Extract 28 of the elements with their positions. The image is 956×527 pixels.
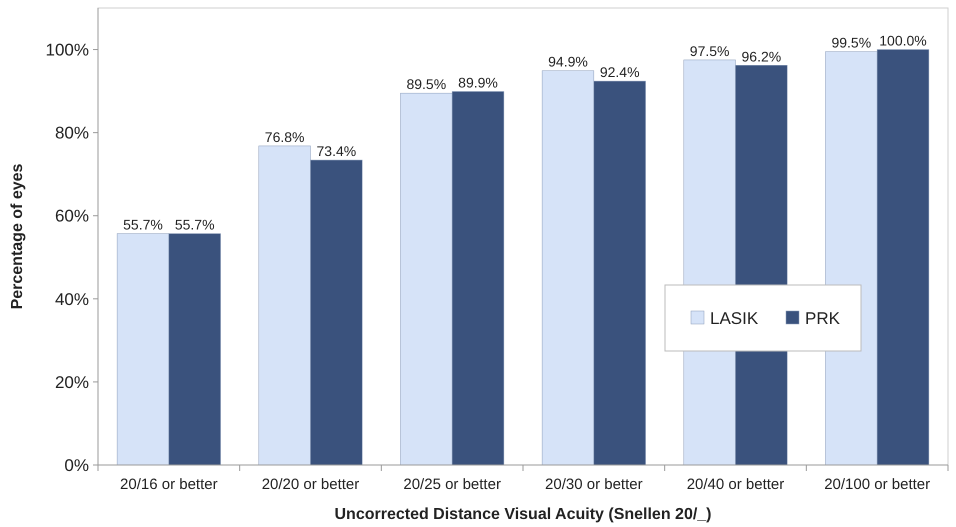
- y-tick-label: 80%: [54, 124, 89, 143]
- data-label: 73.4%: [316, 143, 356, 160]
- x-tick-label: 20/30 or better: [545, 476, 643, 493]
- x-axis-title: Uncorrected Distance Visual Acuity (Snellen 20/_): [334, 506, 712, 523]
- x-tick-label: 20/16 or better: [120, 476, 218, 493]
- x-tick-label: 20/100 or better: [824, 476, 930, 493]
- data-label: 92.4%: [600, 64, 640, 80]
- y-axis-title: Percentage of eyes: [9, 163, 26, 310]
- x-tick-label: 20/25 or better: [403, 476, 501, 493]
- data-label: 55.7%: [123, 216, 163, 233]
- data-label: 55.7%: [174, 216, 215, 233]
- data-label: 99.5%: [831, 34, 872, 51]
- y-tick-label: 100%: [46, 40, 89, 60]
- x-tick-label: 20/40 or better: [686, 476, 784, 493]
- data-label: 100.0%: [879, 32, 927, 49]
- legend-label: LASIK: [710, 308, 759, 328]
- y-tick-label: 0%: [64, 456, 89, 475]
- x-tick-label: 20/20 or better: [262, 476, 360, 493]
- data-label: 94.9%: [548, 54, 588, 70]
- legend-label: PRK: [805, 308, 841, 328]
- y-tick-label: 60%: [54, 206, 89, 226]
- y-tick-label: 40%: [54, 290, 89, 309]
- data-label: 76.8%: [264, 128, 304, 145]
- y-tick-label: 20%: [54, 372, 89, 392]
- data-label: 89.5%: [406, 76, 446, 92]
- data-label: 96.2%: [742, 48, 782, 64]
- data-label: 89.9%: [458, 74, 498, 91]
- data-label: 97.5%: [690, 42, 730, 59]
